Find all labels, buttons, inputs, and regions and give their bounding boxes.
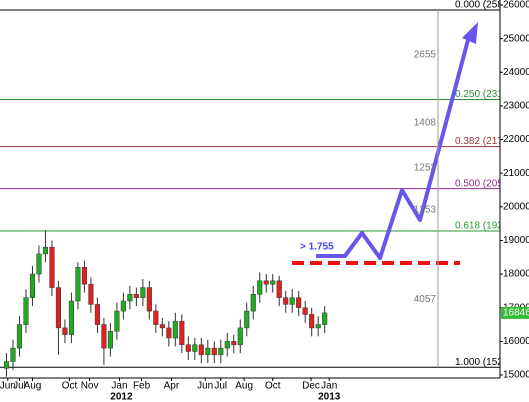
y-tick-label: 16000	[503, 336, 529, 347]
fib-label: 0.000 (2585	[455, 0, 509, 11]
candle-body	[289, 297, 295, 305]
x-tick-label: Jan	[111, 381, 127, 392]
y-tick-label: 20000	[503, 201, 529, 212]
measure-label: 2655	[414, 49, 437, 60]
candle-body	[3, 361, 10, 369]
x-tick-label: Aug	[24, 381, 42, 392]
candle-body	[101, 324, 107, 349]
candle-body	[62, 327, 68, 335]
candle-body	[263, 280, 269, 285]
candle-body	[75, 267, 81, 302]
candle-body	[166, 327, 172, 339]
projection-path	[316, 39, 470, 260]
y-tick-label: 18000	[503, 269, 529, 280]
x-tick-label: Dec	[302, 381, 320, 392]
candle-body	[283, 297, 289, 305]
fib-label: 0.618 (1928	[455, 221, 509, 232]
candle-body	[315, 324, 321, 329]
candle-body	[218, 347, 224, 356]
candle-body	[185, 344, 191, 352]
x-tick-label: Apr	[164, 381, 180, 392]
candle-body	[140, 287, 146, 298]
candle-body	[205, 347, 211, 356]
fib-label: 0.250 (2319	[455, 89, 509, 100]
candle-body	[133, 294, 139, 298]
y-tick-label: 21000	[503, 168, 529, 179]
candle-body	[55, 287, 61, 329]
last-price-box	[501, 306, 529, 319]
candle-body	[172, 320, 178, 339]
candle-body	[114, 310, 120, 332]
candle-body	[68, 300, 74, 335]
x-tick-label: Nov	[81, 381, 99, 392]
candle-body	[16, 324, 23, 349]
x-tick-label: Jun	[0, 381, 16, 392]
last-price-label: 16846	[503, 308, 529, 319]
y-tick-label: 25000	[503, 33, 529, 44]
candle-body	[244, 310, 250, 329]
candle-body	[36, 253, 42, 275]
candle-body	[153, 310, 159, 325]
candle-body	[231, 341, 237, 345]
candle-body	[81, 267, 87, 285]
projection-arrow	[462, 22, 478, 44]
candle-body	[107, 331, 113, 349]
candle-body	[211, 347, 217, 356]
y-tick-label: 26000	[503, 0, 529, 11]
measure-label: 1253	[414, 204, 437, 215]
candle-body	[257, 280, 263, 295]
candle-body	[146, 287, 152, 312]
candle-body	[29, 273, 36, 298]
candle-body	[94, 304, 100, 325]
y-tick-label: 19000	[503, 235, 529, 246]
measure-label: 1408	[414, 118, 437, 129]
candle-body	[270, 280, 276, 285]
candle-body	[179, 320, 185, 345]
x-tick-label: Jun	[197, 381, 213, 392]
x-tick-label: Oct	[265, 381, 281, 392]
x-tick-label: Jul	[13, 381, 26, 392]
candle-body	[42, 246, 49, 255]
candle-body	[296, 297, 302, 308]
x-tick-label: Oct	[62, 381, 78, 392]
candle-body	[49, 246, 55, 288]
measure-label: 4057	[414, 294, 437, 305]
x-tick-label: Aug	[235, 381, 253, 392]
candle-body	[302, 307, 308, 315]
annotation: > 1.755	[300, 242, 334, 253]
candle-body	[276, 280, 282, 298]
candle-body	[127, 294, 133, 302]
candle-body	[192, 344, 198, 352]
x-tick-label: Jul	[214, 381, 227, 392]
candle-body	[120, 300, 126, 312]
candle-body	[322, 312, 328, 325]
candle-body	[23, 297, 29, 325]
candle-body	[309, 314, 315, 329]
year-label: 2013	[318, 392, 341, 402]
candle-body	[198, 344, 204, 356]
y-tick-label: 15000	[503, 370, 529, 381]
measure-label: 1253	[414, 162, 437, 173]
y-tick-label: 24000	[503, 67, 529, 78]
candle-body	[10, 347, 16, 362]
plot-area: 0.000 (2585 0.250 (2319 0.382 (2179 0.500 (…	[0, 0, 509, 377]
x-tick-label: Jan	[321, 381, 337, 392]
candle-body	[250, 294, 256, 312]
candle-body	[159, 324, 165, 329]
year-label: 2012	[110, 392, 133, 402]
fib-label: 0.500 (2054	[455, 178, 509, 189]
fib-label: 1.000 (1523	[455, 357, 509, 368]
y-tick-label: 23000	[503, 101, 529, 112]
x-tick-label: Feb	[133, 381, 151, 392]
candle-body	[224, 341, 230, 349]
fib-label: 0.382 (2179	[455, 136, 509, 147]
candle-body	[88, 283, 94, 305]
candle-body	[237, 327, 243, 345]
y-tick-label: 22000	[503, 134, 529, 145]
